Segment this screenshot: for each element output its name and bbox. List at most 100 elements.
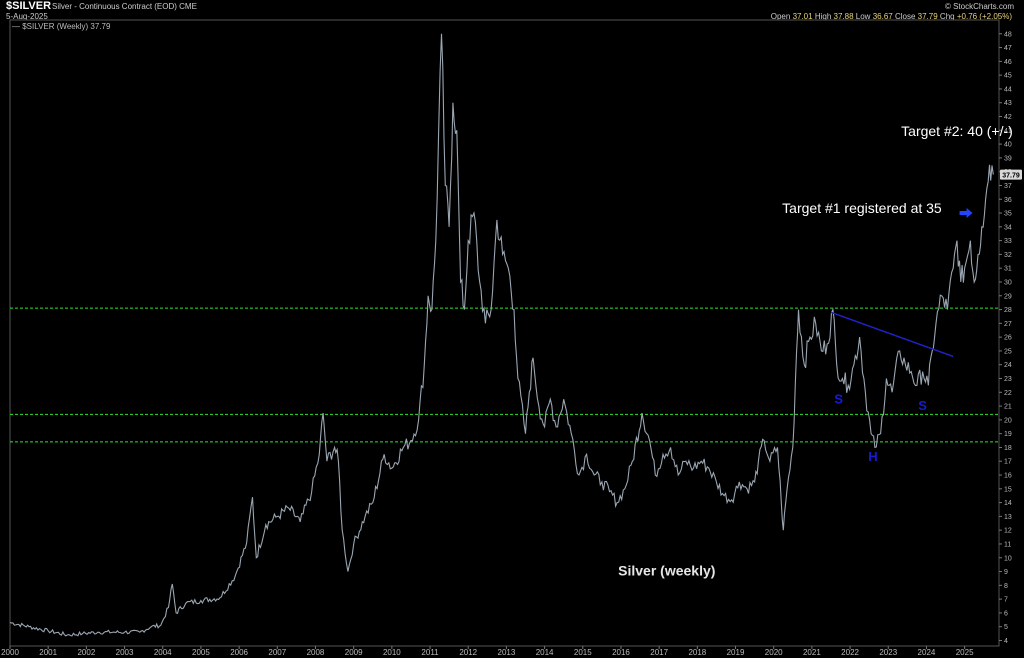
x-tick-label: 2020 (765, 648, 783, 657)
y-tick-label: 35 (1004, 211, 1012, 218)
ohlc-readout: Open 37.01 High 37.88 Low 36.67 Close 37… (771, 12, 1012, 21)
x-tick-label: 2000 (1, 648, 19, 657)
low-label: Low (855, 12, 871, 21)
y-tick-label: 33 (1004, 238, 1012, 245)
y-tick-label: 32 (1004, 252, 1012, 259)
y-axis: 4567891011121314151617181920212223242526… (999, 31, 1012, 645)
y-tick-label: 37 (1004, 183, 1012, 190)
close-label: Close (894, 12, 916, 21)
close-value: 37.79 (917, 12, 938, 21)
price-line (9, 33, 994, 637)
y-tick-label: 15 (1004, 486, 1012, 493)
annotations: Target #2: 40 (+/-) Target #1 registered … (618, 123, 1013, 579)
symbol-description: Silver - Continuous Contract (EOD) CME (52, 2, 197, 11)
open-label: Open (770, 12, 791, 21)
y-tick-label: 14 (1004, 500, 1012, 507)
x-tick-label: 2022 (841, 648, 859, 657)
open-value: 37.01 (792, 12, 813, 21)
y-tick-label: 10 (1004, 555, 1012, 562)
annotation-4: H (868, 449, 877, 464)
x-tick-label: 2016 (612, 648, 630, 657)
x-tick-label: 2001 (39, 648, 57, 657)
y-tick-label: 16 (1004, 473, 1012, 480)
plot-frame (9, 19, 1000, 647)
x-tick-label: 2008 (307, 648, 325, 657)
y-tick-label: 31 (1004, 266, 1012, 273)
y-tick-label: 21 (1004, 404, 1012, 411)
x-tick-label: 2017 (650, 648, 668, 657)
support-lines (10, 307, 999, 443)
y-tick-label: 25 (1004, 348, 1012, 355)
y-tick-label: 17 (1004, 459, 1012, 466)
descending-trendline (830, 311, 954, 358)
annotation-2: Silver (weekly) (618, 563, 715, 579)
y-tick-label: 34 (1004, 224, 1012, 231)
y-tick-label: 45 (1004, 73, 1012, 80)
x-tick-label: 2023 (879, 648, 897, 657)
y-tick-label: 7 (1004, 597, 1008, 604)
annotation-1: Target #1 registered at 35 (782, 200, 942, 216)
arrow-icon (959, 208, 973, 219)
x-tick-label: 2002 (77, 648, 95, 657)
y-tick-label: 27 (1004, 321, 1012, 328)
y-tick-label: 42 (1004, 114, 1012, 121)
y-tick-label: 36 (1004, 197, 1012, 204)
y-tick-label: 18 (1004, 445, 1012, 452)
x-tick-label: 2013 (498, 648, 516, 657)
high-label: High (814, 12, 832, 21)
y-tick-label: 5 (1004, 624, 1008, 631)
last-price-value: 37.79 (1002, 173, 1020, 180)
x-tick-label: 2010 (383, 648, 401, 657)
y-tick-label: 24 (1004, 362, 1012, 369)
chg-value: +0.76 (+2.05%) (956, 12, 1012, 21)
y-tick-label: 4 (1004, 638, 1008, 645)
x-tick-label: 2019 (727, 648, 745, 657)
y-tick-label: 40 (1004, 142, 1012, 149)
last-price-tag: 37.79 (1000, 169, 1022, 180)
y-tick-label: 23 (1004, 376, 1012, 383)
symbol-title: $SILVER (6, 0, 52, 12)
annotation-5: S (918, 398, 927, 413)
x-tick-label: 2018 (688, 648, 706, 657)
x-tick-label: 2007 (268, 648, 286, 657)
x-tick-label: 2014 (536, 648, 554, 657)
y-tick-label: 41 (1004, 128, 1012, 135)
y-tick-label: 11 (1004, 541, 1011, 548)
x-tick-label: 2025 (956, 648, 974, 657)
chart-date: 5-Aug-2025 (6, 12, 48, 21)
y-tick-label: 30 (1004, 279, 1012, 286)
y-tick-label: 8 (1004, 583, 1008, 590)
y-tick-label: 43 (1004, 100, 1012, 107)
x-tick-label: 2009 (345, 648, 363, 657)
series-legend: — $SILVER (Weekly) 37.79 (12, 22, 111, 31)
y-tick-label: 20 (1004, 417, 1012, 424)
chg-label: Chg (939, 12, 955, 21)
x-tick-label: 2006 (230, 648, 248, 657)
x-tick-label: 2012 (459, 648, 477, 657)
annotation-0: Target #2: 40 (+/-) (901, 123, 1013, 139)
y-tick-label: 19 (1004, 431, 1012, 438)
x-tick-label: 2024 (918, 648, 936, 657)
x-tick-label: 2004 (154, 648, 172, 657)
y-tick-label: 22 (1004, 390, 1012, 397)
y-tick-label: 39 (1004, 155, 1012, 162)
x-tick-label: 2005 (192, 648, 210, 657)
x-axis: 2000 2001 2002 2003 2004 2005 2006 2007 2008 2009… (1, 646, 974, 657)
y-tick-label: 28 (1004, 307, 1012, 314)
x-tick-label: 2011 (421, 648, 439, 657)
y-tick-label: 29 (1004, 293, 1012, 300)
y-tick-label: 47 (1004, 45, 1012, 52)
high-value: 37.88 (833, 12, 854, 21)
annotation-3: S (834, 391, 843, 406)
y-tick-label: 6 (1004, 610, 1008, 617)
last-price-box (1000, 169, 1022, 180)
y-tick-label: 13 (1004, 514, 1012, 521)
y-tick-label: 26 (1004, 335, 1012, 342)
stockcharts-watermark: © StockCharts.com (944, 2, 1014, 11)
y-tick-label: 44 (1004, 86, 1012, 93)
x-tick-label: 2021 (803, 648, 821, 657)
low-value: 36.67 (872, 12, 893, 21)
y-tick-label: 46 (1004, 59, 1012, 66)
x-tick-label: 2003 (116, 648, 134, 657)
